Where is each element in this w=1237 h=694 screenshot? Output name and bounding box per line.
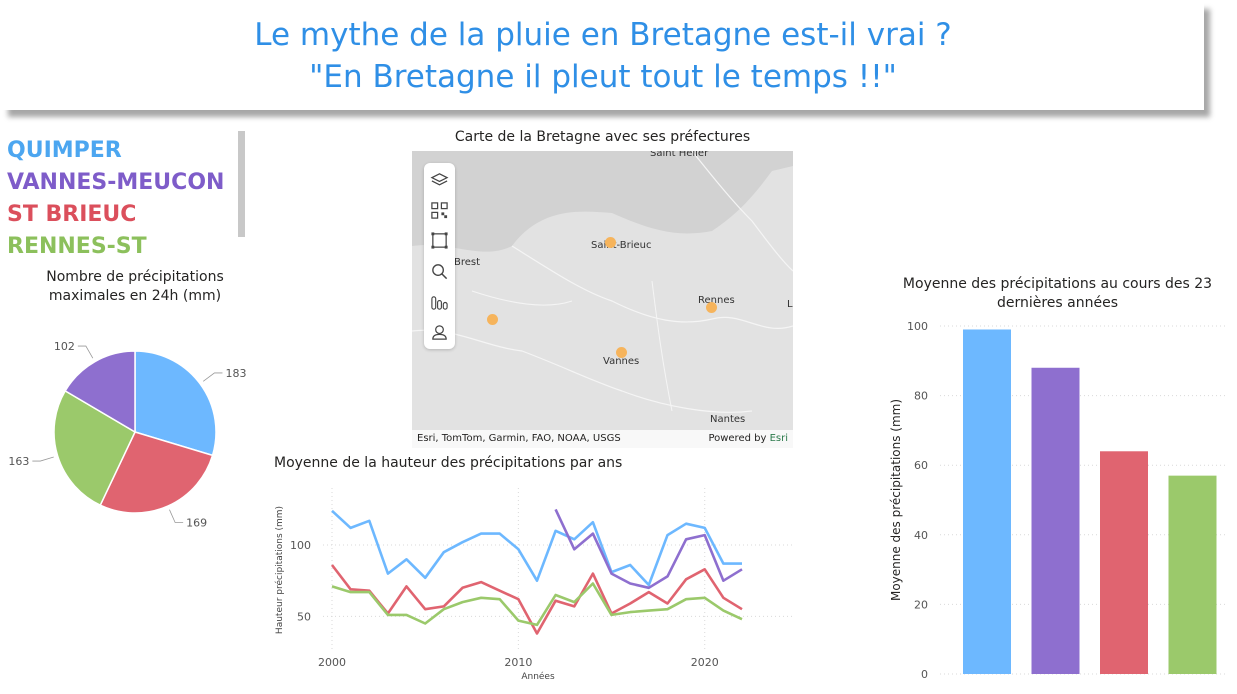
- map-powered-by[interactable]: Powered by Esri: [708, 430, 788, 448]
- line-x-tick: 2010: [504, 656, 532, 669]
- pie-chart-title: Nombre de précipitations maximales en 24…: [46, 269, 224, 304]
- bar-quimper[interactable]: [963, 329, 1011, 674]
- header-title-line1: Le mythe de la pluie en Bretagne est-il …: [254, 17, 952, 53]
- map-toolbar: [424, 163, 455, 349]
- map-marker-saint-brieuc[interactable]: [605, 237, 616, 248]
- line-series-quimper[interactable]: [331, 509, 742, 587]
- person-icon[interactable]: [430, 323, 449, 342]
- map-label-saint-helier: Saint Helier: [650, 151, 709, 159]
- line-series-st-brieuc[interactable]: [330, 564, 743, 635]
- pie-chart: 183 169 163 102: [8, 340, 246, 529]
- map-title: Carte de la Bretagne avec ses préfecture…: [454, 129, 751, 145]
- pie-leader-line: [77, 345, 94, 359]
- bar-vannes-meucon[interactable]: [1031, 367, 1080, 674]
- bar-y-tick: 20: [914, 598, 928, 611]
- legend-item-stbrieuc[interactable]: ST BRIEUC: [7, 202, 137, 227]
- select-icon[interactable]: [430, 231, 449, 250]
- line-y-axis-label: Hauteur précipitations (mm): [274, 506, 285, 634]
- bar-y-tick: 40: [914, 529, 928, 542]
- map-marker-rennes[interactable]: [706, 302, 717, 313]
- search-icon[interactable]: [430, 262, 449, 281]
- pie-slice[interactable]: [64, 350, 136, 434]
- bar-y-tick: 0: [921, 668, 928, 681]
- map-basemap: [412, 151, 793, 448]
- line-chart: 50 100 2000 2010 2020 Années Hauteur précipita…: [274, 488, 793, 682]
- header-title-line2: "En Bretagne il pleut tout le temps !!": [309, 59, 897, 95]
- bar-y-tick: 60: [914, 459, 928, 472]
- pie-leader-line: [32, 456, 54, 462]
- line-chart-title: Moyenne de la hauteur des précipitations…: [274, 455, 623, 471]
- legend-item-quimper[interactable]: QUIMPER: [7, 138, 122, 163]
- pie-value-label: 163: [8, 455, 29, 468]
- legend-item-vannes[interactable]: VANNES-MEUCON: [7, 170, 225, 195]
- bar-rennes-st[interactable]: [1168, 475, 1217, 674]
- pie-slice[interactable]: [53, 389, 136, 507]
- map-label-rennes: Rennes: [698, 295, 735, 306]
- qr-icon[interactable]: [430, 201, 449, 220]
- powered-by-label: Powered by: [708, 433, 770, 444]
- bar-chart: 0 20 40 60 80 100 Moyenne des précipitations (…: [889, 320, 1228, 681]
- line-series-vannes-meucon[interactable]: [554, 508, 743, 590]
- map-marker-quimper[interactable]: [487, 314, 498, 325]
- bar-y-axis-label: Moyenne des précipitations (mm): [889, 399, 903, 601]
- map-label-brest: Brest: [454, 257, 481, 268]
- bar-chart-title: Moyenne des précipitations au cours des …: [902, 276, 1213, 311]
- legend-scrollbar[interactable]: [238, 131, 245, 237]
- station-legend: QUIMPER VANNES-MEUCON ST BRIEUC RENNES-S…: [7, 135, 237, 263]
- bar-st-brieuc[interactable]: [1100, 451, 1148, 674]
- map-label-edge: L: [787, 299, 793, 310]
- header-banner: Le mythe de la pluie en Bretagne est-il …: [2, 2, 1204, 110]
- bar-y-tick: 80: [914, 390, 928, 403]
- line-x-tick: 2020: [691, 656, 719, 669]
- pie-slice[interactable]: [99, 431, 214, 514]
- esri-link[interactable]: Esri: [769, 433, 788, 444]
- pie-value-label: 102: [54, 340, 75, 353]
- layers-icon[interactable]: [430, 171, 449, 190]
- legend-item-rennes[interactable]: RENNES-ST: [7, 234, 147, 259]
- map-attribution-text: Esri, TomTom, Garmin, FAO, NOAA, USGS: [417, 433, 621, 444]
- map-label-saint-brieuc: Saint-Brieuc: [591, 240, 652, 251]
- line-x-axis-label: Années: [521, 671, 555, 682]
- pie-value-label: 169: [186, 516, 207, 529]
- map-label-nantes: Nantes: [710, 414, 746, 425]
- line-y-tick: 100: [290, 539, 311, 552]
- pie-leader-line: [202, 372, 223, 382]
- brittany-map[interactable]: Saint Helier Saint-Brieuc Brest Rennes V…: [412, 151, 793, 448]
- pie-slice[interactable]: [134, 350, 217, 457]
- line-series-rennes-st[interactable]: [331, 582, 743, 627]
- map-attribution: Esri, TomTom, Garmin, FAO, NOAA, USGS Po…: [412, 430, 793, 448]
- pie-leader-line: [169, 509, 184, 523]
- bars-icon[interactable]: [430, 293, 449, 312]
- pie-value-label: 183: [225, 367, 246, 380]
- map-label-vannes: Vannes: [603, 356, 640, 367]
- map-marker-vannes[interactable]: [616, 347, 627, 358]
- bar-y-tick: 100: [907, 320, 928, 333]
- line-y-tick: 50: [297, 610, 311, 623]
- line-x-tick: 2000: [318, 656, 346, 669]
